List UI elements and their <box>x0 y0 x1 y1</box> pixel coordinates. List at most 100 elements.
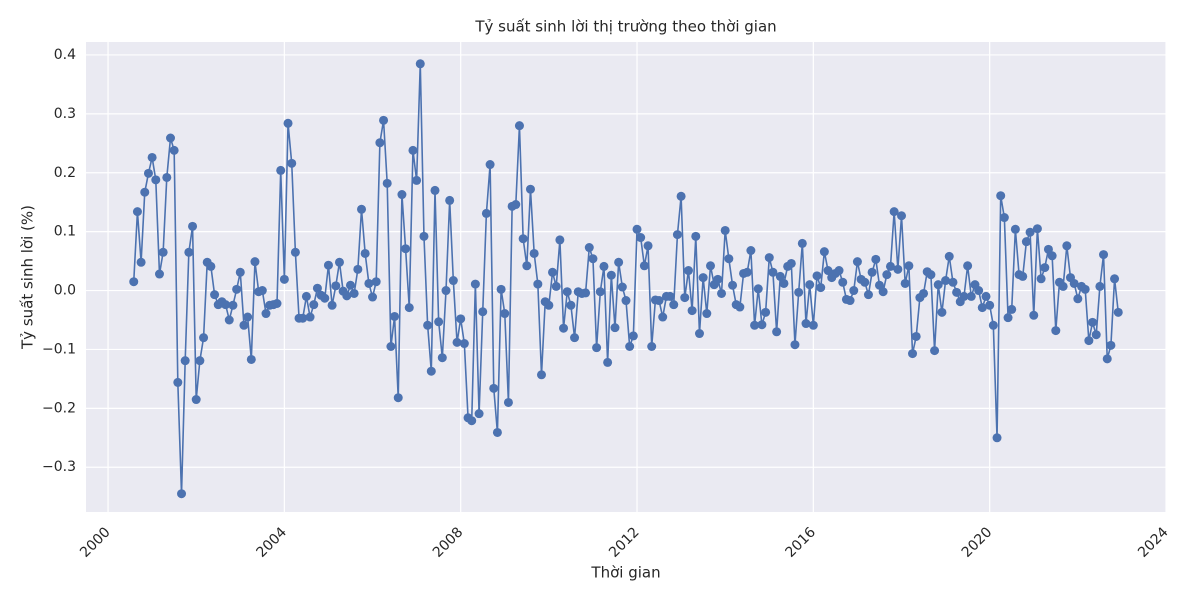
data-point <box>944 251 954 261</box>
data-point <box>757 320 767 330</box>
data-point <box>882 270 892 280</box>
data-point <box>177 489 187 499</box>
data-point <box>595 287 605 297</box>
data-point <box>199 333 209 343</box>
data-point <box>1010 224 1020 234</box>
data-point <box>140 187 150 197</box>
data-point <box>478 307 488 317</box>
data-point <box>169 145 179 155</box>
data-point <box>404 303 414 313</box>
data-point <box>419 231 429 241</box>
data-point <box>382 178 392 188</box>
data-point <box>867 267 877 277</box>
data-point <box>188 221 198 231</box>
data-point <box>610 323 620 333</box>
data-point <box>283 118 293 128</box>
data-point <box>500 309 510 319</box>
data-point <box>801 319 811 329</box>
data-point <box>941 276 951 286</box>
data-point <box>1088 317 1098 327</box>
data-point <box>606 270 616 280</box>
data-point <box>893 264 903 274</box>
data-point <box>900 278 910 288</box>
data-point <box>852 257 862 267</box>
y-axis-label: Tỷ suất sinh lời (%) <box>19 205 37 350</box>
data-point <box>790 340 800 350</box>
y-tick-label: 0.4 <box>54 47 76 63</box>
data-point <box>327 300 337 310</box>
data-point <box>647 341 657 351</box>
data-point <box>467 416 477 426</box>
data-point <box>1058 281 1068 291</box>
data-point <box>1036 274 1046 284</box>
data-point <box>1102 354 1112 364</box>
data-point <box>452 337 462 347</box>
data-point <box>819 247 829 257</box>
data-point <box>566 300 576 310</box>
data-point <box>948 277 958 287</box>
data-point <box>713 274 723 284</box>
data-point <box>889 207 899 217</box>
data-point <box>533 279 543 289</box>
data-point <box>1106 340 1116 350</box>
data-point <box>250 257 260 267</box>
data-point <box>794 287 804 297</box>
data-point <box>492 427 502 437</box>
data-point <box>904 261 914 271</box>
data-point <box>772 327 782 337</box>
data-point <box>654 296 664 306</box>
data-point <box>1113 307 1123 317</box>
data-point <box>614 257 624 267</box>
data-point <box>849 286 859 296</box>
y-tick-label: 0.3 <box>54 106 76 122</box>
data-point <box>305 312 315 322</box>
data-point <box>897 211 907 221</box>
data-point <box>665 291 675 301</box>
data-point <box>415 59 425 69</box>
data-point <box>988 320 998 330</box>
data-point <box>1091 330 1101 340</box>
data-point <box>779 278 789 288</box>
data-point <box>368 292 378 302</box>
data-point <box>257 286 267 296</box>
data-point <box>437 353 447 363</box>
data-point <box>390 311 400 321</box>
data-point <box>158 247 168 257</box>
data-point <box>180 356 190 366</box>
data-point <box>911 331 921 341</box>
data-point <box>261 309 271 319</box>
data-point <box>683 266 693 276</box>
data-point <box>672 230 682 240</box>
data-point <box>195 356 205 366</box>
data-point <box>136 257 146 267</box>
data-point <box>559 323 569 333</box>
data-point <box>570 333 580 343</box>
data-point <box>812 271 822 281</box>
data-point <box>184 247 194 257</box>
data-point <box>1047 251 1057 261</box>
data-point <box>1051 326 1061 336</box>
data-point <box>617 282 627 292</box>
data-point <box>1084 336 1094 346</box>
data-point <box>239 320 249 330</box>
data-point <box>768 267 778 277</box>
data-point <box>357 204 367 214</box>
data-point <box>276 165 286 175</box>
data-point <box>1003 313 1013 323</box>
data-point <box>926 270 936 280</box>
chart-title: Tỷ suất sinh lời thị trường theo thời gi… <box>474 18 776 36</box>
data-point <box>441 286 451 296</box>
data-point <box>805 280 815 290</box>
data-point <box>386 341 396 351</box>
data-point <box>687 306 697 316</box>
data-point <box>643 241 653 251</box>
data-point <box>353 264 363 274</box>
data-point <box>162 172 172 182</box>
data-point <box>224 315 234 325</box>
data-point <box>397 190 407 200</box>
data-point <box>1021 237 1031 247</box>
data-point <box>243 312 253 322</box>
data-point <box>1110 274 1120 284</box>
data-point <box>147 152 157 162</box>
data-point <box>658 312 668 322</box>
